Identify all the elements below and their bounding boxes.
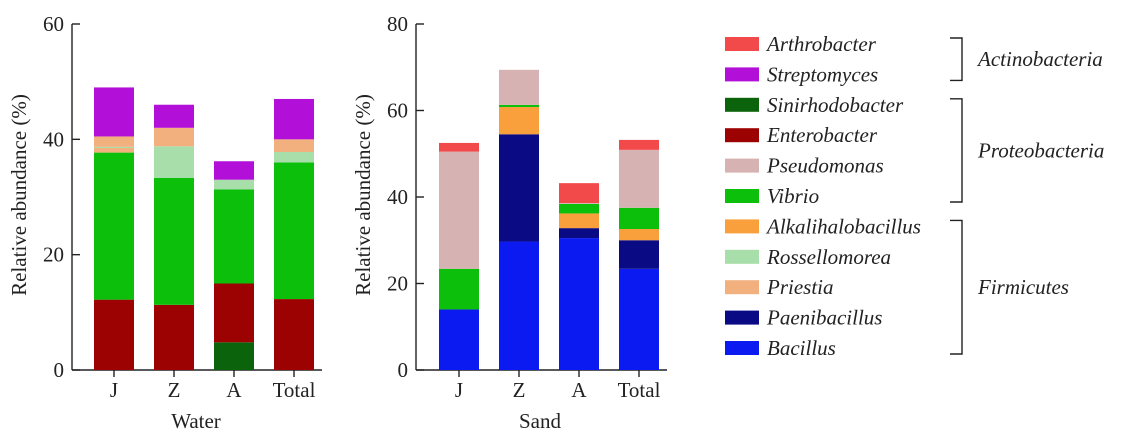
sand-bar-total-paenibacillus xyxy=(619,240,659,269)
legend-swatch-sinirhodobacter xyxy=(725,97,759,112)
water-y-tick-label: 60 xyxy=(43,12,64,36)
sand-bar-j-pseudomonas xyxy=(439,151,479,269)
sand-bar-z-paenibacillus xyxy=(499,134,539,242)
legend-label-priestia: Priestia xyxy=(766,275,834,299)
water-bar-z-vibrio xyxy=(154,177,194,305)
water-bar-a-streptomyces xyxy=(214,161,254,180)
sand-y-tick-label: 60 xyxy=(387,99,408,123)
legend-swatch-paenibacillus xyxy=(725,310,759,325)
water-y-tick-label: 0 xyxy=(54,358,65,382)
water-x-tick-label: Z xyxy=(168,378,181,402)
water-bar-a-sinirhodobacter xyxy=(214,342,254,370)
water-bar-j-vibrio xyxy=(94,152,134,300)
legend-swatch-pseudomonas xyxy=(725,158,759,173)
water-bar-j-priestia xyxy=(94,136,134,147)
sand-bar-j-bacillus xyxy=(439,309,479,370)
legend-label-sinirhodobacter: Sinirhodobacter xyxy=(767,93,904,117)
sand-bar-total-arthrobacter xyxy=(619,139,659,150)
sand-y-tick-label: 0 xyxy=(398,358,409,382)
water-y-tick-label: 20 xyxy=(43,243,64,267)
legend-label-alkalihalobacillus: Alkalihalobacillus xyxy=(765,214,921,238)
water-bar-total-rossellomorea xyxy=(274,152,314,163)
sand-x-tick-label: A xyxy=(571,378,587,402)
legend-swatch-priestia xyxy=(725,280,759,295)
legend-swatch-bacillus xyxy=(725,341,759,355)
water-y-axis-title: Relative abundance (%) xyxy=(7,94,31,296)
water-x-axis-title: Water xyxy=(171,409,221,433)
sand-x-tick-label: Z xyxy=(513,378,526,402)
sand-panel: Relative abundance (%) Sand 0 20 40 60 80 J Z A… xyxy=(351,12,667,433)
sand-y-tick-label: 40 xyxy=(387,185,408,209)
sand-bar-a-pseudomonas xyxy=(559,203,599,204)
water-bar-j-streptomyces xyxy=(94,87,134,137)
sand-y-tick-label: 20 xyxy=(387,272,408,296)
group-bracket-proteobacteria xyxy=(950,98,963,203)
legend-label-paenibacillus: Paenibacillus xyxy=(766,306,882,330)
legend-label-streptomyces: Streptomyces xyxy=(767,62,878,86)
water-panel: Relative abundance (%) Water 0 20 40 60 J Z A T… xyxy=(7,12,322,433)
legend-label-vibrio: Vibrio xyxy=(767,184,819,208)
water-bar-a-enterobacter xyxy=(214,283,254,343)
water-bar-z-streptomyces xyxy=(154,104,194,128)
water-bar-j-rossellomorea xyxy=(94,146,134,148)
sand-y-tick-label: 80 xyxy=(387,12,408,36)
sand-bar-z-vibrio xyxy=(499,104,539,108)
sand-bar-total-bacillus xyxy=(619,268,659,370)
water-bar-z-priestia xyxy=(154,127,194,147)
water-bar-a-rossellomorea xyxy=(214,179,254,190)
water-bar-j-priestia xyxy=(94,147,134,153)
water-x-tick-label: A xyxy=(226,378,242,402)
sand-bar-a-arthrobacter xyxy=(559,183,599,204)
legend: Arthrobacter Streptomyces Sinirhodobacter E… xyxy=(725,32,1104,360)
group-bracket-firmicutes xyxy=(950,219,963,355)
sand-x-tick-label: Total xyxy=(618,378,661,402)
water-bar-z-enterobacter xyxy=(154,304,194,370)
sand-y-axis-title: Relative abundance (%) xyxy=(351,94,375,296)
legend-label-pseudomonas: Pseudomonas xyxy=(766,154,884,178)
sand-bar-total-alkalihalobacillus xyxy=(619,229,659,241)
legend-label-arthrobacter: Arthrobacter xyxy=(765,32,877,56)
group-label-proteobacteria: Proteobacteria xyxy=(977,138,1104,162)
water-y-tick-label: 40 xyxy=(43,127,64,151)
sand-bar-a-vibrio xyxy=(559,203,599,214)
group-label-actinobacteria: Actinobacteria xyxy=(976,47,1103,71)
legend-label-enterobacter: Enterobacter xyxy=(766,123,878,147)
group-bracket-actinobacteria xyxy=(950,37,963,82)
legend-label-bacillus: Bacillus xyxy=(767,336,836,360)
water-x-tick-label: J xyxy=(110,378,118,402)
sand-bar-z-alkalihalobacillus xyxy=(499,107,539,135)
legend-swatch-enterobacter xyxy=(725,128,759,143)
legend-swatch-alkalihalobacillus xyxy=(725,219,759,234)
water-bar-total-enterobacter xyxy=(274,299,314,370)
sand-x-axis-title: Sand xyxy=(519,409,562,433)
sand-bar-a-alkalihalobacillus xyxy=(559,213,599,229)
sand-bar-a-bacillus xyxy=(559,238,599,370)
group-label-firmicutes: Firmicutes xyxy=(977,275,1069,299)
sand-bar-total-pseudomonas xyxy=(619,149,659,208)
water-x-tick-label: Total xyxy=(273,378,316,402)
legend-label-rossellomorea: Rossellomorea xyxy=(766,245,891,269)
water-bar-total-vibrio xyxy=(274,162,314,300)
sand-bar-j-vibrio xyxy=(439,268,479,310)
sand-bar-z-pseudomonas xyxy=(499,69,539,105)
water-bar-total-streptomyces xyxy=(274,98,314,140)
sand-bar-total-vibrio xyxy=(619,207,659,230)
sand-bar-a-paenibacillus xyxy=(559,228,599,239)
sand-x-tick-label: J xyxy=(455,378,463,402)
legend-swatch-arthrobacter xyxy=(725,37,759,51)
water-bar-z-rossellomorea xyxy=(154,146,194,178)
legend-swatch-streptomyces xyxy=(725,67,759,82)
water-bar-a-vibrio xyxy=(214,189,254,284)
legend-swatch-vibrio xyxy=(725,189,759,203)
water-bar-total-priestia xyxy=(274,139,314,153)
water-bar-j-enterobacter xyxy=(94,299,134,370)
sand-bar-j-arthrobacter xyxy=(439,142,479,152)
sand-bar-z-bacillus xyxy=(499,241,539,370)
legend-swatch-rossellomorea xyxy=(725,249,759,264)
